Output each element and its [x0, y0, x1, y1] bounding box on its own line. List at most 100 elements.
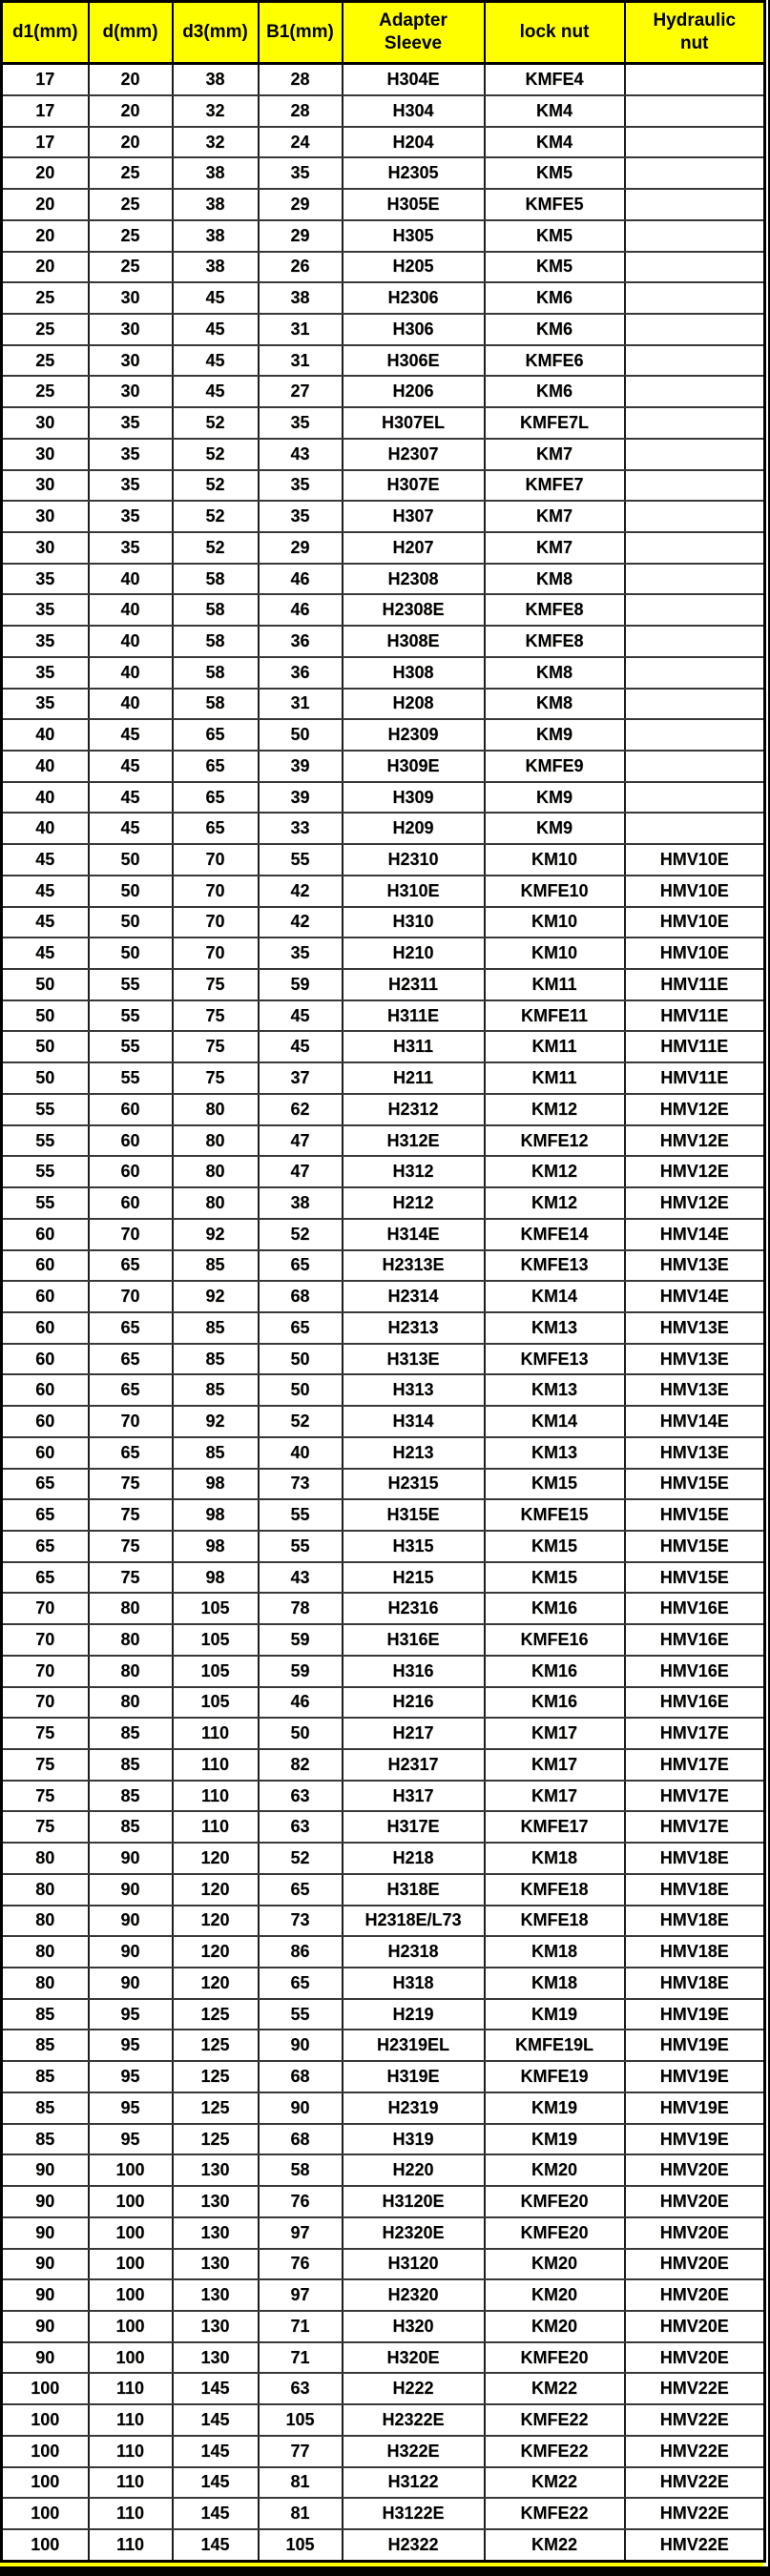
table-cell: 92: [171, 1217, 260, 1251]
table-cell: 80: [171, 1123, 260, 1158]
table-cell: 24: [257, 125, 343, 159]
table-cell: 29: [257, 218, 343, 253]
table-cell: 80: [171, 1155, 260, 1189]
table-cell: HMV11E: [623, 968, 766, 1001]
table-cell: HMV19E: [623, 2122, 766, 2156]
table-cell: 55: [0, 1123, 90, 1158]
table-row: 50 55 75 45 H311E KMFE11 HMV11E: [0, 999, 766, 1033]
table-cell: 31: [257, 343, 343, 378]
table-cell: 35: [257, 500, 343, 533]
table-cell: H2306: [341, 281, 486, 315]
table-cell: H305E: [341, 188, 486, 221]
table-cell: 45: [171, 281, 260, 315]
table-cell: KM10: [483, 937, 626, 971]
table-cell: H311E: [341, 999, 486, 1033]
table-cell: 58: [171, 562, 260, 596]
table-cell: 36: [257, 655, 343, 690]
table-cell: 40: [87, 562, 174, 596]
table-cell: KMFE17: [483, 1810, 626, 1844]
table-cell: 60: [0, 1405, 90, 1438]
table-row: 65 75 98 55 H315 KM15 HMV15E: [0, 1529, 766, 1563]
table-row: 100 110 145 77 H322E KMFE22 HMV22E: [0, 2434, 766, 2468]
table-cell: KM5: [483, 156, 626, 191]
table-cell: 105: [257, 2403, 343, 2437]
table-cell: KM17: [483, 1717, 626, 1751]
table-cell: 80: [87, 1623, 174, 1657]
table-cell: 85: [171, 1373, 260, 1408]
table-row: 85 95 125 68 H319 KM19 HMV19E: [0, 2122, 766, 2156]
table-cell: [623, 156, 766, 191]
table-cell: 50: [87, 937, 174, 971]
table-cell: 70: [0, 1654, 90, 1688]
table-cell: 90: [0, 2278, 90, 2312]
table-cell: 130: [171, 2309, 260, 2343]
table-cell: KM8: [483, 687, 626, 721]
table-cell: H312: [341, 1155, 486, 1189]
table-cell: 75: [171, 1061, 260, 1095]
table-row: 40 45 65 33 H209 KM9: [0, 812, 766, 846]
table-cell: 63: [257, 2372, 343, 2406]
table-cell: 39: [257, 750, 343, 783]
table-cell: [623, 562, 766, 596]
table-cell: 81: [257, 2497, 343, 2530]
table-cell: 98: [171, 1560, 260, 1595]
table-cell: 80: [87, 1654, 174, 1688]
table-cell: 105: [171, 1685, 260, 1720]
table-cell: [623, 188, 766, 221]
table-cell: 65: [171, 780, 260, 814]
table-row: 90 100 130 76 H3120E KMFE20 HMV20E: [0, 2185, 766, 2218]
table-row: 40 45 65 50 H2309 KM9: [0, 718, 766, 752]
table-cell: [623, 655, 766, 690]
table-cell: 75: [87, 1560, 174, 1595]
table-cell: 110: [171, 1810, 260, 1844]
table-cell: 60: [0, 1373, 90, 1408]
table-cell: 85: [87, 1748, 174, 1782]
bottom-yellow-strip: [0, 2563, 763, 2566]
table-cell: KM20: [483, 2309, 626, 2343]
table-cell: 37: [257, 1061, 343, 1095]
table-cell: H2314: [341, 1280, 486, 1313]
table-cell: KMFE18: [483, 1904, 626, 1938]
table-row: 80 90 120 65 H318E KMFE18 HMV18E: [0, 1872, 766, 1906]
table-cell: 50: [87, 905, 174, 939]
table-cell: KMFE15: [483, 1498, 626, 1532]
table-row: 30 35 52 29 H207 KM7: [0, 530, 766, 565]
table-cell: HMV22E: [623, 2403, 766, 2437]
table-cell: HMV19E: [623, 2091, 766, 2125]
table-cell: 100: [87, 2309, 174, 2343]
table-cell: KMFE13: [483, 1248, 626, 1283]
table-cell: KM16: [483, 1654, 626, 1688]
table-cell: 25: [87, 218, 174, 253]
table-cell: H320E: [341, 2340, 486, 2375]
table-cell: H210: [341, 937, 486, 971]
table-cell: 80: [87, 1685, 174, 1720]
table-cell: H209: [341, 812, 486, 846]
table-cell: 120: [171, 1842, 260, 1875]
table-cell: 80: [0, 1842, 90, 1875]
table-row: 40 45 65 39 H309E KMFE9: [0, 750, 766, 783]
table-cell: 38: [171, 218, 260, 253]
table-cell: [623, 125, 766, 159]
table-cell: 40: [87, 687, 174, 721]
table-cell: 38: [171, 62, 260, 96]
table-cell: 95: [87, 2029, 174, 2063]
table-cell: 40: [0, 750, 90, 783]
table-cell: 90: [87, 1967, 174, 2000]
table-cell: H319E: [341, 2060, 486, 2093]
table-cell: 120: [171, 1904, 260, 1938]
table-cell: H3122: [341, 2465, 486, 2500]
table-cell: KM11: [483, 1061, 626, 1095]
table-cell: H310E: [341, 874, 486, 908]
table-cell: 60: [87, 1155, 174, 1189]
table-row: 55 60 80 47 H312 KM12 HMV12E: [0, 1155, 766, 1189]
table-cell: 60: [0, 1310, 90, 1345]
table-cell: 38: [257, 1186, 343, 1220]
table-cell: 40: [87, 625, 174, 658]
table-cell: 39: [257, 780, 343, 814]
table-cell: 75: [0, 1779, 90, 1813]
table-cell: 145: [171, 2434, 260, 2468]
table-cell: 70: [171, 874, 260, 908]
table-cell: H2308: [341, 562, 486, 596]
table-cell: 73: [257, 1904, 343, 1938]
table-cell: H2320: [341, 2278, 486, 2312]
